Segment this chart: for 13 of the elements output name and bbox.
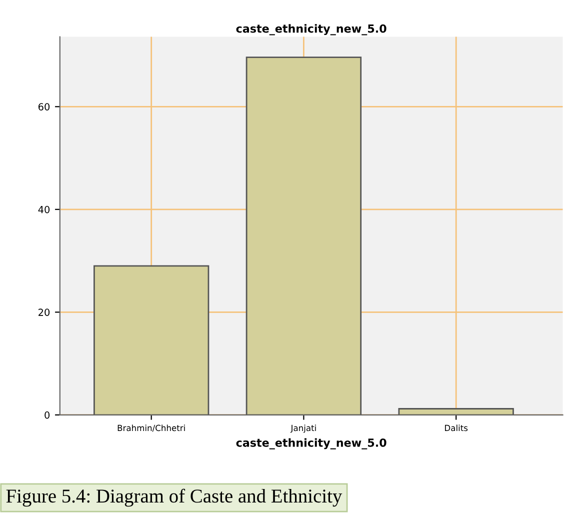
bar bbox=[246, 56, 362, 415]
x-tick-label: Janjati bbox=[290, 424, 316, 433]
y-tick-label: 0 bbox=[44, 411, 50, 419]
chart-title: caste_ethnicity_new_5.0 bbox=[236, 24, 386, 36]
x-tick-label: Dalits bbox=[445, 424, 468, 432]
y-tick-label: 40 bbox=[38, 206, 50, 214]
bar bbox=[398, 408, 514, 415]
bar bbox=[93, 265, 210, 415]
x-tick-label: Brahmin/Chhetri bbox=[118, 424, 185, 432]
y-tick-label: 60 bbox=[38, 103, 50, 110]
caption: Figure 5.4: Diagram of Caste and Ethnicity bbox=[6, 488, 342, 507]
x-axis-title: caste_ethnicity_new_5.0 bbox=[236, 438, 386, 450]
y-tick-label: 20 bbox=[38, 308, 50, 316]
